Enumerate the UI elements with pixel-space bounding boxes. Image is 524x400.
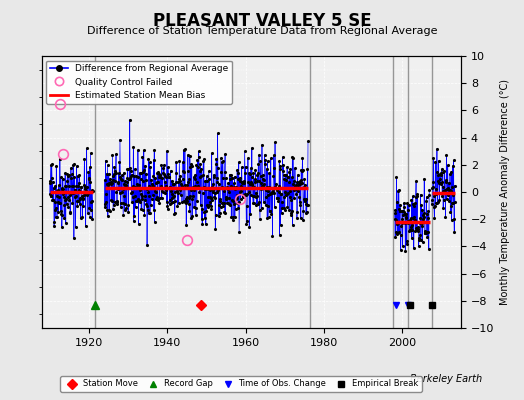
- Text: PLEASANT VALLEY 5 SE: PLEASANT VALLEY 5 SE: [152, 12, 372, 30]
- Y-axis label: Monthly Temperature Anomaly Difference (°C): Monthly Temperature Anomaly Difference (…: [500, 79, 510, 305]
- Text: Berkeley Earth: Berkeley Earth: [410, 374, 482, 384]
- Legend: Station Move, Record Gap, Time of Obs. Change, Empirical Break: Station Move, Record Gap, Time of Obs. C…: [60, 376, 422, 392]
- Legend: Difference from Regional Average, Quality Control Failed, Estimated Station Mean: Difference from Regional Average, Qualit…: [47, 60, 232, 104]
- Text: Difference of Station Temperature Data from Regional Average: Difference of Station Temperature Data f…: [87, 26, 437, 36]
